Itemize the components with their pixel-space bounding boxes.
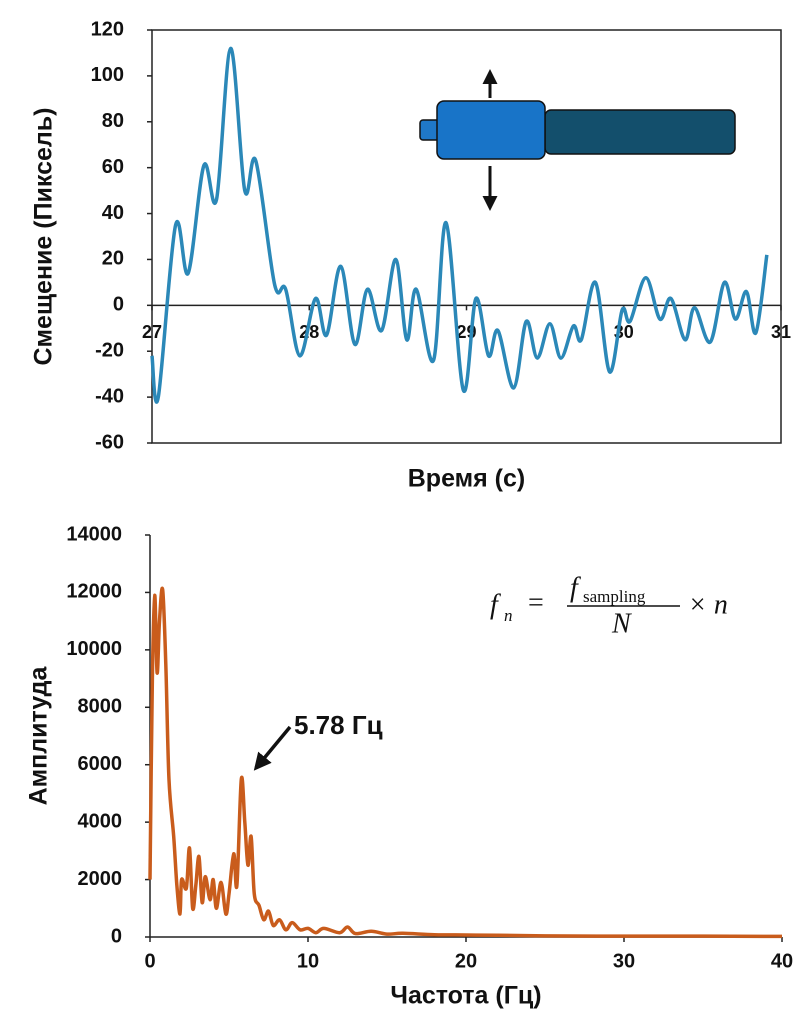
y-tick-label: 40 <box>102 202 124 224</box>
y-tick-label: 0 <box>113 294 124 316</box>
y-tick-label: 100 <box>91 64 124 86</box>
x-axis-title: Частота (Гц) <box>390 982 541 1010</box>
data-line <box>148 586 783 939</box>
y-tick-label: 20 <box>102 248 124 270</box>
y-tick-label: 60 <box>102 156 124 178</box>
subplot: 0 2000 4000 6000 8000 10000 12000 14000 0 10 20 30 4… <box>25 523 794 1009</box>
y-tick-label: 2000 <box>78 868 123 890</box>
x-tick-label: 20 <box>455 950 477 972</box>
annotation: 5.78 Гц <box>294 710 383 740</box>
formula-rhs: × n <box>688 589 728 620</box>
y-tick-label: 14000 <box>66 523 122 545</box>
y-tick-label: 12000 <box>66 581 122 603</box>
plot-frame <box>151 29 782 444</box>
x-tick-label: 0 <box>144 950 155 972</box>
formula-eq: = <box>528 587 544 618</box>
formula-den: N <box>611 608 632 639</box>
y-tick-label: 0 <box>111 925 122 947</box>
x-tick-label: 28 <box>299 322 319 342</box>
formula-num-sub: sampling <box>583 587 646 606</box>
y-tick-label: -40 <box>95 385 124 407</box>
y-tick-label: 4000 <box>78 810 123 832</box>
y-tick-label: 80 <box>102 110 124 132</box>
y-axis-title: Смещение (Пиксель) <box>30 108 58 366</box>
x-axis-title: Время (с) <box>408 465 525 493</box>
x-tick-label: 40 <box>771 950 793 972</box>
y-tick-label: 120 <box>91 18 124 40</box>
x-tick-label: 30 <box>613 950 635 972</box>
y-tick-label: -60 <box>95 431 124 453</box>
x-tick-label: 10 <box>297 950 319 972</box>
formula-num: f <box>570 572 581 603</box>
formula-lhs: f <box>490 589 501 620</box>
y-tick-label: 8000 <box>78 696 123 718</box>
y-tick-label: 10000 <box>66 638 122 660</box>
y-tick-label: -20 <box>95 340 124 362</box>
annotation-arrow <box>253 725 292 771</box>
y-axis-title: Амплитуда <box>25 665 53 805</box>
y-tick-label: 6000 <box>78 753 123 775</box>
formula: f n = f sampling N × n <box>490 572 728 639</box>
inset-diagram <box>419 69 736 211</box>
x-tick-label: 31 <box>771 322 791 342</box>
formula-lhs-sub: n <box>504 606 513 625</box>
x-tick-label: 27 <box>142 322 162 342</box>
data-line <box>150 46 769 404</box>
